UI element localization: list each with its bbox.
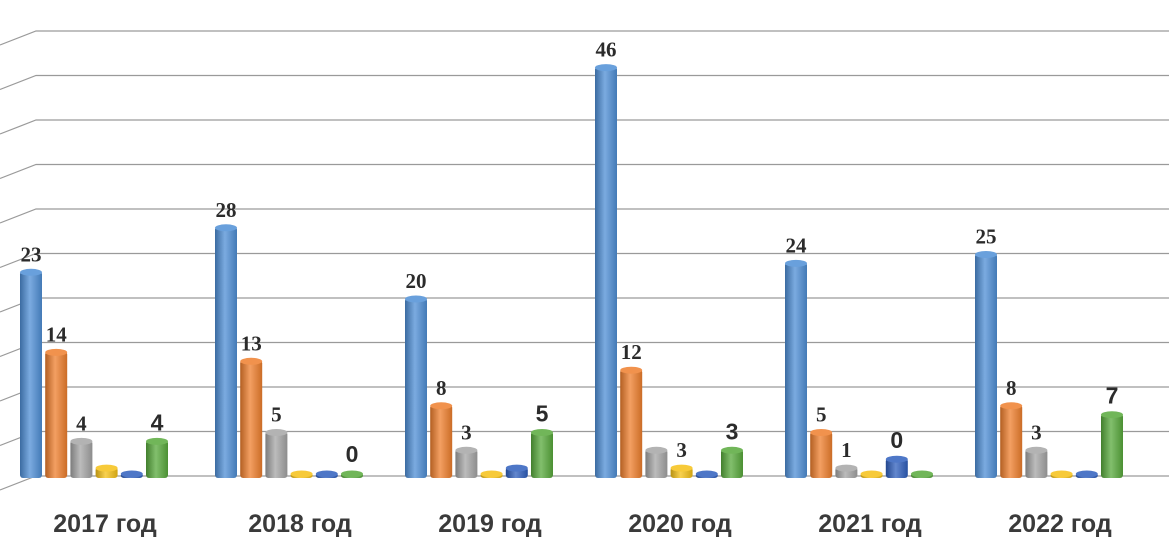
bar-5-series-5: [885, 455, 908, 478]
data-label: 3: [726, 418, 739, 444]
gridline: [0, 252, 1169, 269]
bar-2-series-4: [290, 470, 313, 478]
bar-3-series-6: [531, 429, 553, 478]
bar-4-series-2: [620, 366, 643, 478]
category-labels: 2017 год 2018 год 2019 год 2020 год 2021 год…: [53, 510, 1112, 538]
bar-6-series-4: [1050, 470, 1073, 478]
bar-3-series-2: [430, 402, 453, 478]
bar-3-series-4: [480, 470, 503, 478]
bar-5-series-4: [860, 470, 883, 478]
bar-3-series-3: [455, 446, 478, 478]
gridline: [0, 74, 1169, 91]
bar-1-series-6: [146, 437, 168, 478]
bar-5-series-1: [785, 259, 807, 478]
bar-4-series-4: [670, 464, 693, 478]
data-label: 5: [816, 403, 827, 427]
gridline: [0, 30, 1169, 46]
data-label: 23: [21, 242, 42, 266]
data-label: 46: [596, 38, 617, 62]
category-label: 2022 год: [1008, 510, 1112, 538]
data-label: 14: [46, 322, 68, 346]
data-label: 12: [621, 340, 642, 364]
data-label: 13: [241, 331, 262, 355]
data-label: 25: [976, 225, 997, 249]
bar-4-series-3: [645, 446, 668, 478]
gridline: [0, 119, 1169, 135]
category-label: 2018 год: [248, 510, 352, 538]
bar-4-series-1: [595, 64, 617, 478]
bar-4-series-6: [721, 446, 743, 478]
data-label: 3: [461, 420, 472, 444]
bar-1-series-4: [95, 464, 118, 478]
bar-5-series-6: [911, 470, 933, 478]
bar-6-series-3: [1025, 446, 1048, 478]
data-label: 1: [841, 438, 852, 462]
category-label: 2021 год: [818, 510, 922, 538]
bar-2-series-6: [341, 470, 363, 478]
data-label: 7: [1106, 383, 1119, 409]
data-label: 24: [786, 233, 808, 257]
gridline: [0, 163, 1169, 180]
bar-3-series-1: [405, 295, 427, 478]
bar-6-series-2: [1000, 402, 1023, 478]
bar-2-series-1: [215, 224, 237, 478]
bar-6-series-6: [1101, 411, 1123, 478]
data-label: 0: [346, 441, 359, 467]
bar-1-series-5: [120, 470, 143, 478]
data-label: 20: [406, 269, 427, 293]
data-label: 4: [76, 411, 87, 435]
bar-1-series-3: [70, 437, 93, 478]
bars: [20, 64, 1123, 478]
bar-2-series-2: [240, 357, 263, 478]
bar-6-series-5: [1075, 470, 1098, 478]
category-label: 2019 год: [438, 510, 542, 538]
data-label: 4: [151, 409, 164, 435]
data-label: 3: [1031, 420, 1042, 444]
bar-1-series-1: [20, 268, 42, 478]
data-label: 3: [676, 438, 687, 462]
bar-5-series-3: [835, 464, 858, 478]
category-label: 2017 год: [53, 510, 157, 538]
bar-5-series-2: [810, 429, 833, 478]
data-label: 28: [216, 198, 237, 222]
bar-6-series-1: [975, 251, 997, 478]
bar-2-series-5: [315, 470, 338, 478]
bar-3-series-5: [505, 464, 528, 478]
data-label: 8: [1006, 376, 1017, 400]
category-label: 2020 год: [628, 510, 732, 538]
bar-1-series-2: [45, 348, 68, 478]
data-label: 0: [890, 427, 903, 453]
gridline: [0, 208, 1169, 224]
data-label: 5: [536, 401, 549, 427]
bar-2-series-3: [265, 429, 288, 478]
bar-4-series-5: [695, 470, 718, 478]
gridline: [0, 475, 1169, 491]
data-label: 8: [436, 376, 447, 400]
data-label: 5: [271, 403, 282, 427]
